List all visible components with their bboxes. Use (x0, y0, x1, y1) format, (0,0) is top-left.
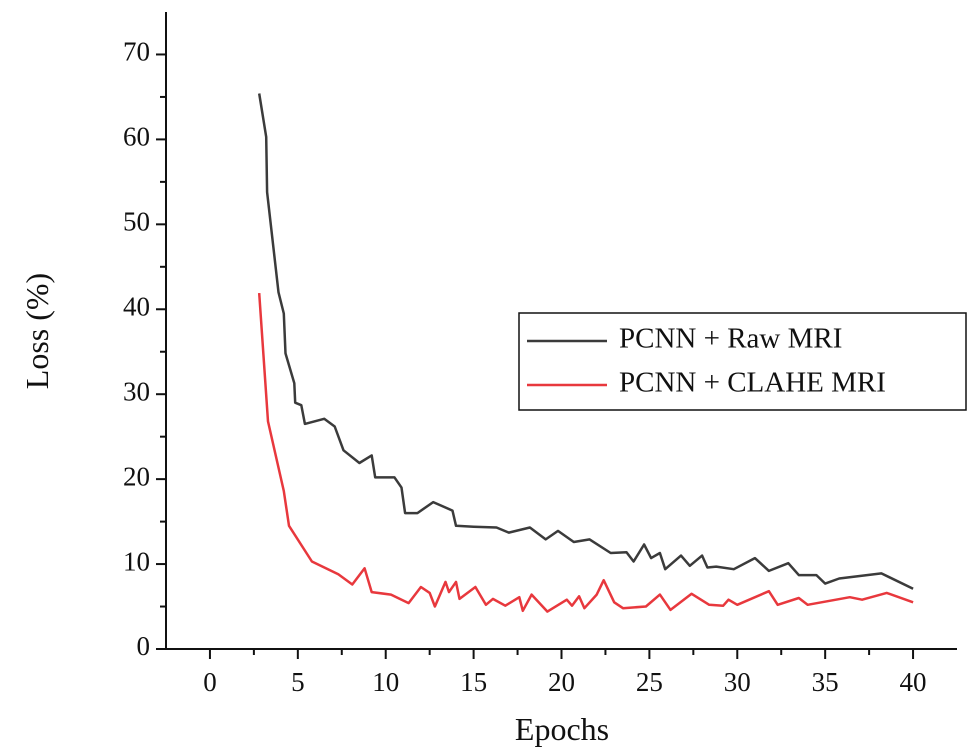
legend-label: PCNN + CLAHE MRI (619, 367, 886, 399)
series-line (257, 293, 914, 613)
x-axis-title: Epochs (515, 711, 609, 747)
legend-box (518, 312, 967, 411)
y-tick-label: 70 (123, 37, 150, 67)
x-tick-label: 30 (724, 667, 751, 697)
x-tick-label: 0 (203, 667, 217, 697)
y-tick-label: 40 (123, 291, 150, 321)
legend-label: PCNN + Raw MRI (619, 323, 842, 355)
y-axis-title: Loss (%) (19, 273, 55, 389)
x-tick-label: 25 (636, 667, 663, 697)
y-tick-label: 50 (123, 207, 150, 237)
x-tick-label: 15 (460, 667, 487, 697)
y-tick-label: 0 (137, 631, 151, 661)
y-tick-label: 60 (123, 122, 150, 152)
y-tick-label: 10 (123, 546, 150, 576)
y-tick-label: 30 (123, 376, 150, 406)
x-tick-label: 20 (548, 667, 575, 697)
x-tick-label: 40 (900, 667, 927, 697)
x-tick-label: 10 (372, 667, 399, 697)
x-tick-label: 35 (812, 667, 839, 697)
x-tick-label: 5 (291, 667, 305, 697)
series-line (257, 93, 914, 590)
y-tick-label: 20 (123, 461, 150, 491)
